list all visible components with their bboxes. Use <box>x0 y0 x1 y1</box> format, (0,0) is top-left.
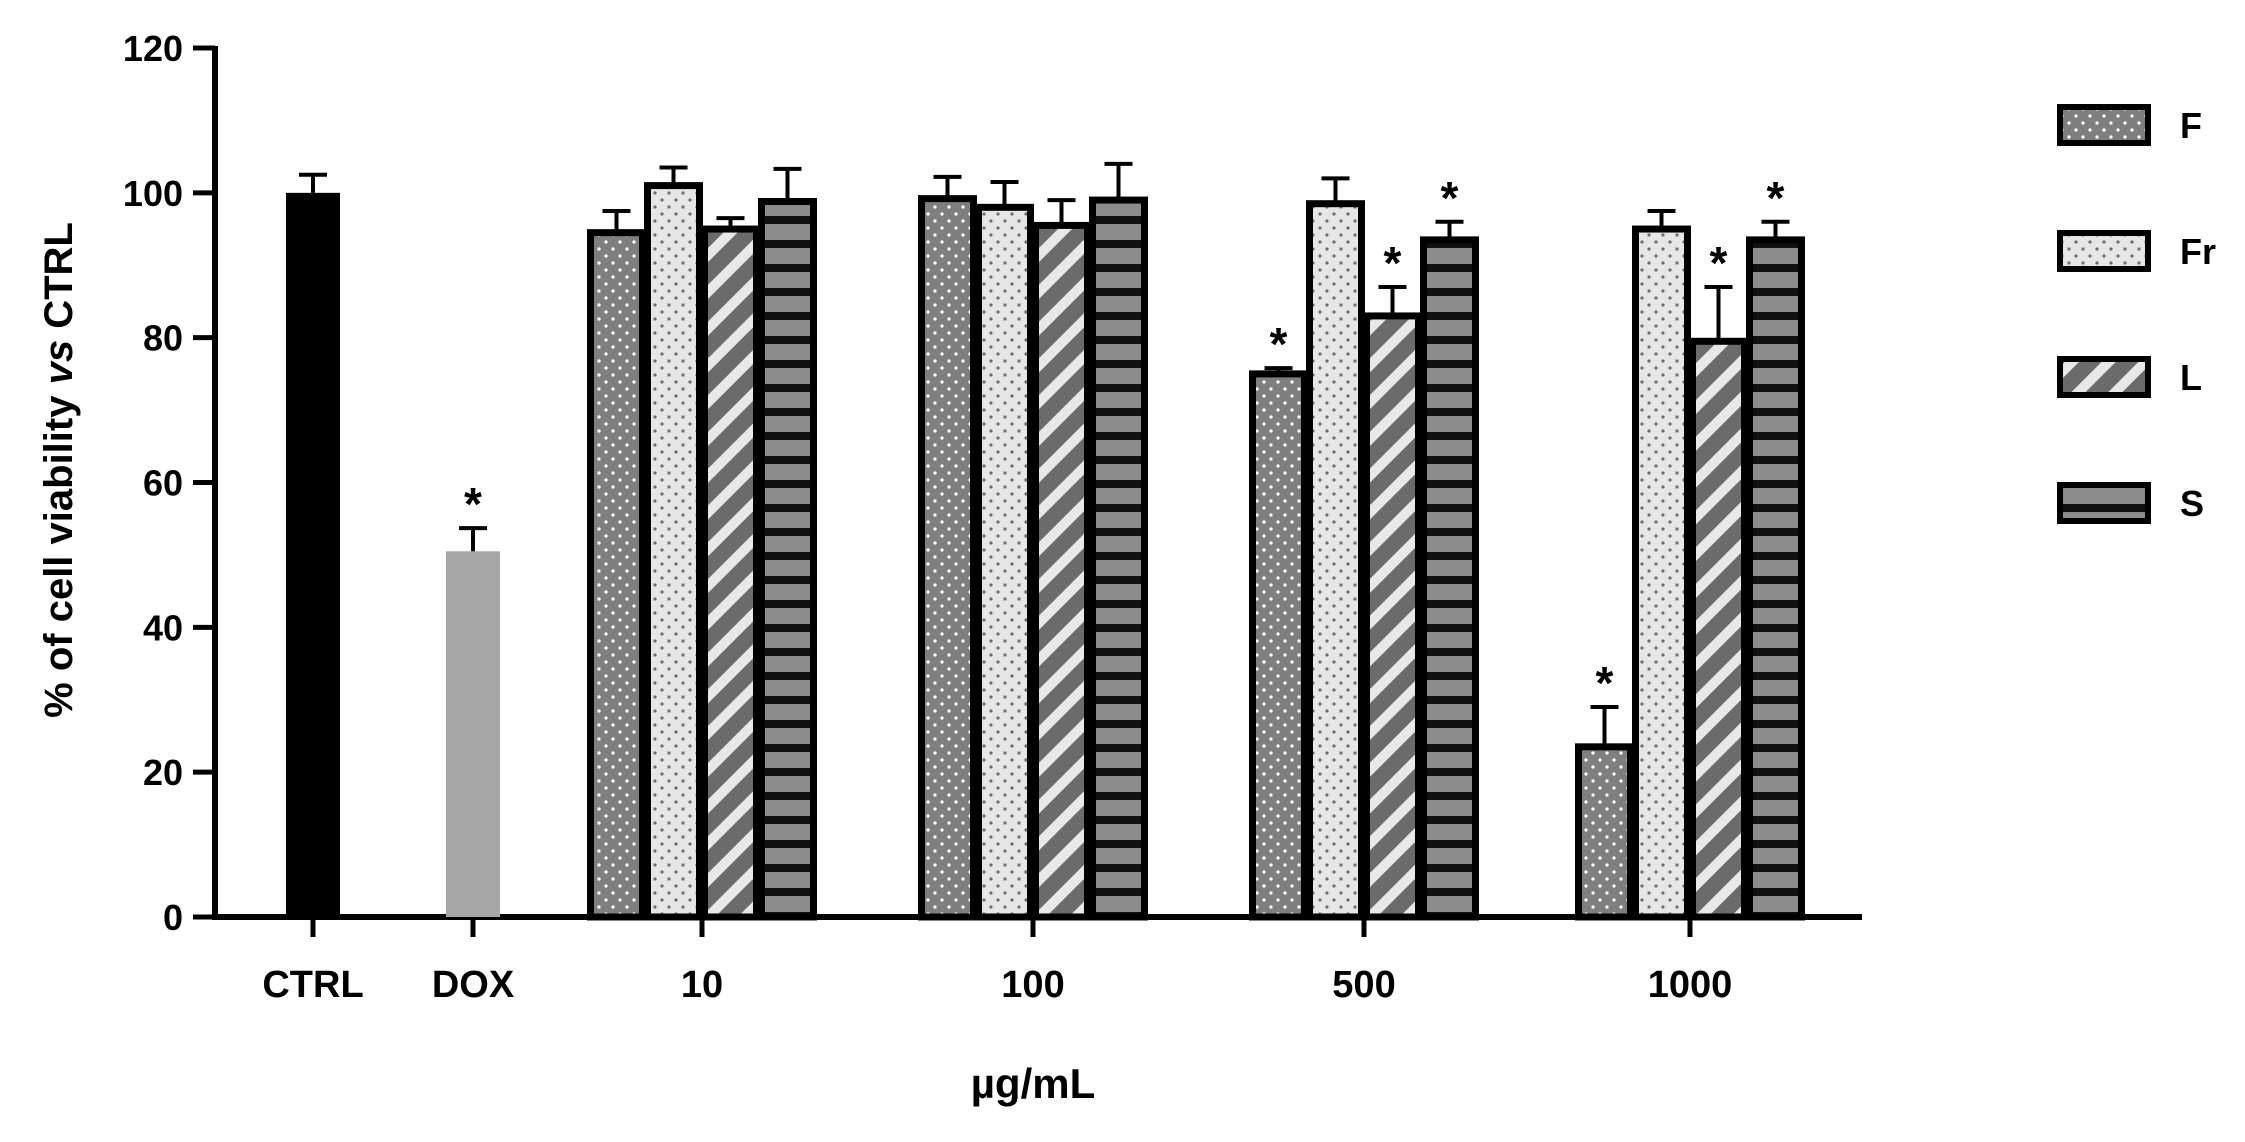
significance-star: * <box>1270 318 1288 370</box>
y-tick-label: 100 <box>123 173 183 214</box>
bar-s-100 <box>1089 196 1148 921</box>
y-axis-label-part-2: vs <box>37 340 81 385</box>
bar-s-10 <box>758 198 817 921</box>
bar-s-1000 <box>1746 236 1805 921</box>
x-category-label: 1000 <box>1648 964 1733 1006</box>
bar-l-500 <box>1363 312 1422 921</box>
legend-swatch-l <box>2057 356 2151 398</box>
bar-fr-1000 <box>1632 225 1691 921</box>
y-axis-label-part-1: % of cell viability <box>37 384 81 717</box>
x-axis-label: µg/mL <box>971 1060 1096 1107</box>
bar-l-10 <box>701 225 760 921</box>
y-tick-label: 60 <box>143 463 183 504</box>
y-axis-label-part-3: CTRL <box>37 222 81 340</box>
bar-fr-500 <box>1306 200 1365 921</box>
significance-star: * <box>1596 657 1614 709</box>
x-category-label: 500 <box>1332 964 1395 1006</box>
y-tick-label: 20 <box>143 752 183 793</box>
legend-label-s: S <box>2180 483 2204 524</box>
legend: F Fr L S <box>2057 104 2216 524</box>
bar-fr-100 <box>975 203 1034 921</box>
x-category-label: 100 <box>1001 964 1064 1006</box>
legend-label-f: F <box>2180 105 2202 146</box>
bar-l-100 <box>1032 221 1091 921</box>
bar-fr-10 <box>644 182 703 921</box>
plot-area: 0 20 40 60 80 100 120 CTRL * DOX 10 100 * * * 500 * * * 100… <box>123 28 1862 1006</box>
legend-swatch-fr <box>2057 230 2151 272</box>
bar-s-500 <box>1420 236 1479 921</box>
y-axis-label: % of cell viability vs CTRL <box>37 222 81 718</box>
significance-star: * <box>464 478 482 530</box>
y-tick-label: 40 <box>143 607 183 648</box>
significance-star: * <box>1710 237 1728 289</box>
legend-swatch-s <box>2057 482 2151 524</box>
bar-ctrl <box>286 192 340 918</box>
x-category-label: 10 <box>681 964 723 1006</box>
y-tick-label: 120 <box>123 28 183 69</box>
bar-f-100 <box>918 195 977 921</box>
significance-star: * <box>1384 237 1402 289</box>
legend-label-l: L <box>2180 357 2202 398</box>
bar-f-1000 <box>1575 743 1634 921</box>
x-category-label: DOX <box>432 964 515 1006</box>
bar-f-10 <box>587 229 646 921</box>
bar-dox <box>446 551 500 917</box>
legend-label-fr: Fr <box>2180 231 2216 272</box>
significance-star: * <box>1767 172 1785 224</box>
y-tick-label: 0 <box>163 897 183 938</box>
bar-f-500 <box>1249 370 1308 921</box>
bar-l-1000 <box>1689 337 1748 921</box>
significance-star: * <box>1441 172 1459 224</box>
x-category-label: CTRL <box>262 964 363 1006</box>
y-tick-label: 80 <box>143 318 183 359</box>
legend-swatch-f <box>2057 104 2151 146</box>
